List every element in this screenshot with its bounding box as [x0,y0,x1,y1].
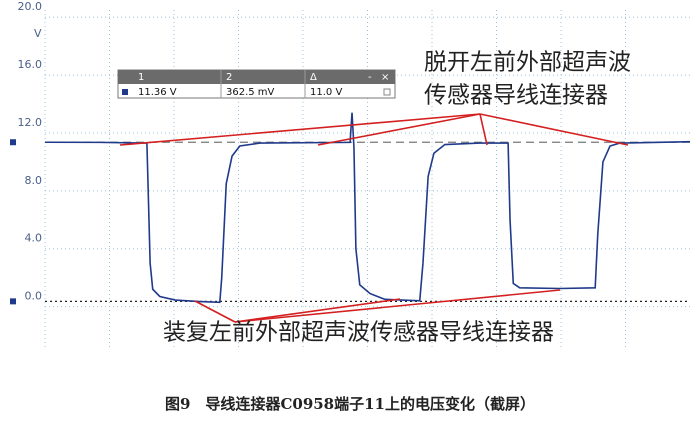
minimize[interactable]: - [368,72,372,83]
readout-value: 362.5 mV [226,87,275,98]
y-tick-label: 12.0 [18,116,43,129]
y-tick-label: 0.0 [25,290,43,303]
readout-value: 11.0 V [310,87,342,98]
annotation-lines [119,113,629,323]
annotation: 装复左前外部超声波传感器导线连接器 [163,320,554,346]
readout-header: 1 [138,72,144,83]
readout-value: 11.36 V [138,87,177,98]
y-tick-label: 4.0 [25,232,43,245]
line [44,112,691,304]
cursor-marker [10,298,16,305]
caption: 图9 导线连接器C0958端子11上的电压变化（截屏） [165,395,535,413]
readout: - × 1 2 Δ 11.36 V 362.5 mV 11.0 V [117,69,396,99]
lock[interactable] [383,88,391,96]
y-tick-label: 16.0 [18,58,43,71]
cursor-marker [10,139,16,146]
readout-header: Δ [310,72,317,83]
readout-header: 2 [226,72,232,83]
annotation: 传感器导线连接器 [424,83,608,109]
y-tick-label: 8.0 [25,174,43,187]
y-unit: V [34,27,42,40]
annotation: 脱开左前外部超声波 [424,50,631,76]
close[interactable]: × [381,72,389,83]
y-tick-label: 20.0 [18,0,43,13]
